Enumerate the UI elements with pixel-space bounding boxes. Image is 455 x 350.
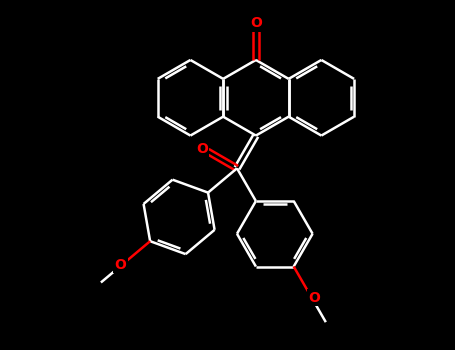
Text: O: O — [114, 258, 126, 272]
Text: O: O — [250, 16, 262, 30]
Text: O: O — [196, 142, 208, 156]
Text: O: O — [308, 291, 320, 305]
